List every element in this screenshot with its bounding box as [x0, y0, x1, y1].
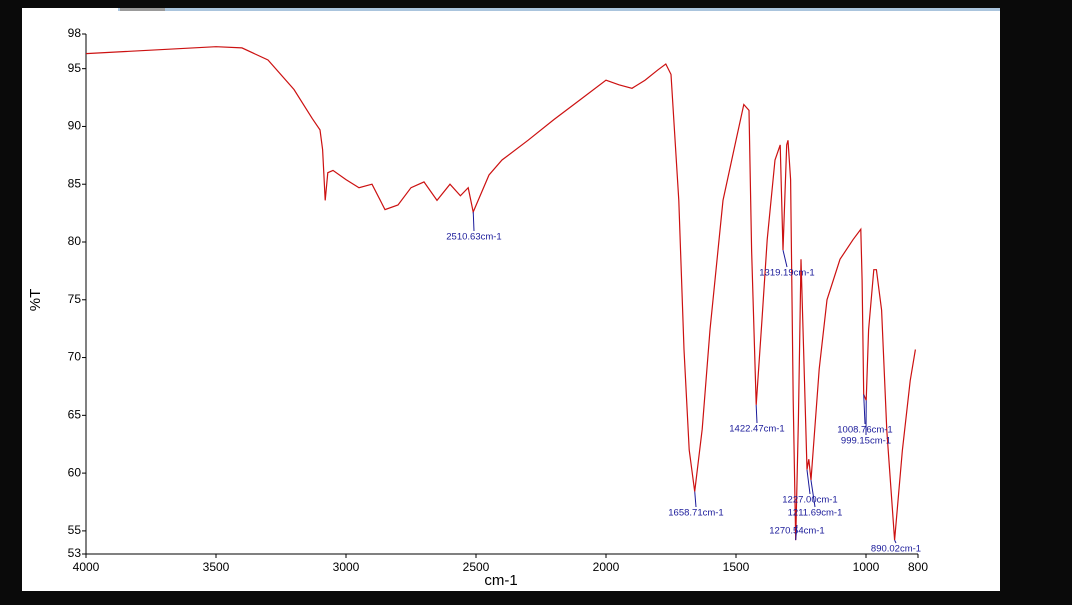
y-tick-label: 53: [68, 546, 82, 560]
y-tick-label: 95: [68, 61, 82, 75]
peak-label: 1270.54cm-1: [769, 526, 824, 537]
top-strip: [118, 8, 1000, 11]
y-tick-label: 60: [68, 465, 82, 479]
peak-label: 1008.76cm-1: [837, 425, 892, 436]
y-tick-label: 65: [68, 408, 82, 422]
peak-label: 1227.00cm-1: [782, 495, 837, 506]
peak-label: 1422.47cm-1: [729, 424, 784, 435]
y-tick-label: 90: [68, 119, 82, 133]
x-tick-label: 3500: [203, 560, 230, 574]
peak-label: 1658.71cm-1: [668, 508, 723, 519]
spectrum-line: [85, 46, 916, 541]
y-tick-label: 85: [68, 176, 82, 190]
peak-leader: [810, 479, 816, 508]
peak-label: 1211.69cm-1: [788, 508, 843, 519]
x-tick-label: 2500: [463, 560, 490, 574]
x-tick-label: 1500: [723, 560, 750, 574]
top-tab: [120, 8, 165, 11]
x-tick-label: 3000: [333, 560, 360, 574]
x-tick-label: 4000: [73, 560, 100, 574]
peak-leader: [755, 404, 758, 424]
y-tick-label: 70: [68, 350, 82, 364]
y-tick-label: 80: [68, 234, 82, 248]
peak-label: 890.02cm-1: [871, 544, 921, 555]
peak-leader: [806, 469, 811, 495]
y-axis-label: %T: [27, 289, 44, 312]
peak-label: 1319.19cm-1: [759, 268, 814, 279]
peak-leader: [795, 524, 798, 541]
y-tick-label: 55: [68, 523, 82, 537]
y-tick-label: 98: [68, 26, 82, 40]
peak-label: 2510.63cm-1: [446, 232, 501, 243]
x-axis-label: cm-1: [484, 572, 517, 589]
peak-leader: [472, 211, 475, 232]
x-tick-label: 2000: [593, 560, 620, 574]
x-tick-label: 800: [908, 560, 928, 574]
peak-leader: [782, 249, 788, 268]
peak-leader: [894, 539, 897, 544]
plot-panel: [22, 8, 1000, 591]
peak-leader: [863, 394, 866, 425]
x-tick-label: 1000: [853, 560, 880, 574]
y-tick-label: 75: [68, 292, 82, 306]
peak-label: 999.15cm-1: [841, 436, 891, 447]
peak-leader: [694, 491, 697, 508]
